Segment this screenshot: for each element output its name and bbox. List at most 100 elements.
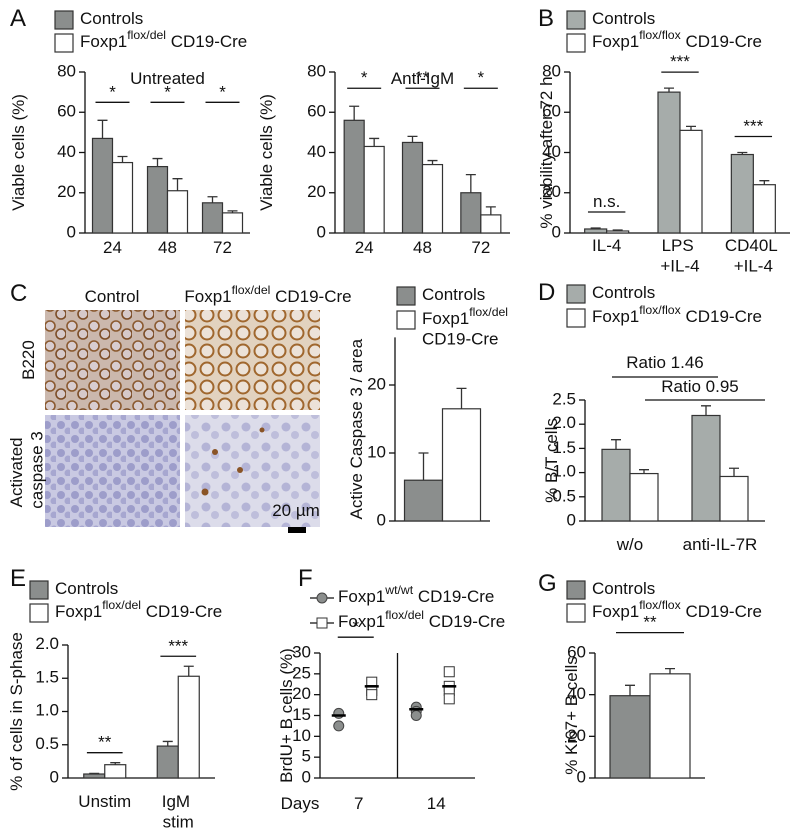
bar bbox=[91, 137, 114, 234]
point bbox=[333, 707, 345, 719]
legend-swatch bbox=[29, 603, 49, 623]
error-bar bbox=[97, 119, 108, 139]
legend-label: Controls bbox=[80, 9, 143, 28]
panel: A Untreated Viable cells (%) 0 20 40 60 80 Contr… bbox=[9, 5, 250, 257]
significance-label: * bbox=[352, 618, 359, 637]
chart-title: Anti-IgM bbox=[391, 69, 454, 88]
bar bbox=[609, 695, 651, 779]
point bbox=[443, 693, 455, 705]
legend-marker bbox=[316, 592, 328, 604]
y-tick-label: 20 bbox=[542, 182, 561, 201]
point bbox=[410, 710, 422, 721]
y-tick-label: 60 bbox=[542, 102, 561, 121]
bar bbox=[177, 675, 200, 779]
scale-bar bbox=[288, 527, 306, 533]
bar bbox=[606, 230, 630, 234]
bar bbox=[691, 414, 721, 522]
error-bar bbox=[407, 135, 418, 143]
panel-letter: B bbox=[538, 5, 554, 32]
point bbox=[366, 689, 378, 701]
y-axis-label: Active Caspase 3 / area bbox=[347, 338, 366, 519]
y-tick-label: 40 bbox=[57, 142, 76, 161]
bar bbox=[343, 119, 365, 234]
error-bar bbox=[418, 452, 429, 481]
y-tick-label: 60 bbox=[307, 102, 326, 121]
significance-label: n.s. bbox=[593, 192, 620, 211]
bar bbox=[363, 145, 385, 234]
significance-label: ** bbox=[98, 733, 112, 752]
y-tick-label: 80 bbox=[57, 61, 76, 80]
y-tick-label: 0 bbox=[552, 222, 561, 241]
bar bbox=[83, 773, 106, 779]
y-tick-label: 20 bbox=[567, 726, 586, 745]
legend-swatch bbox=[396, 310, 416, 330]
scale-bar-label: 20 µm bbox=[272, 501, 320, 520]
significance-label: * bbox=[478, 69, 485, 88]
y-tick-label: 20 bbox=[307, 182, 326, 201]
y-axis-label: % viability after 72 h bbox=[537, 76, 556, 228]
stain-spot bbox=[212, 449, 218, 455]
point bbox=[443, 666, 455, 678]
y-axis-label: % of cells in S-phase bbox=[7, 632, 26, 791]
legend-label: Foxp1flox/del CD19-Cre bbox=[80, 28, 247, 51]
ratio-label: Ratio 0.95 bbox=[661, 377, 739, 396]
legend-swatch bbox=[566, 580, 586, 600]
significance-label: * bbox=[361, 69, 368, 88]
error-bar bbox=[456, 387, 467, 409]
significance-label: * bbox=[219, 83, 226, 102]
y-tick-label: 2.0 bbox=[35, 634, 59, 653]
error-bar bbox=[590, 227, 601, 229]
legend-marker bbox=[316, 617, 328, 629]
bar bbox=[111, 161, 134, 234]
x-tick-label: 7 bbox=[354, 794, 363, 813]
error-bar bbox=[664, 87, 674, 93]
significance-label: ** bbox=[416, 69, 430, 88]
image-row-label: Activated caspase 3 bbox=[7, 431, 46, 509]
bar bbox=[649, 673, 691, 779]
y-tick-label: 15 bbox=[292, 705, 311, 724]
bar bbox=[401, 141, 424, 234]
legend-swatch bbox=[29, 580, 49, 600]
significance-label: *** bbox=[743, 117, 763, 136]
x-tick-label: anti-IL-7R bbox=[683, 535, 758, 554]
image-column-label: Control bbox=[85, 287, 140, 306]
y-tick-label: 0 bbox=[567, 510, 576, 529]
bar bbox=[460, 192, 482, 234]
ratio-annotations: Ratio 1.46 Ratio 0.95 bbox=[612, 353, 765, 401]
error-bar bbox=[207, 196, 218, 203]
legend-swatch bbox=[54, 10, 74, 30]
error-bar bbox=[612, 229, 623, 231]
x-tick-label: 24 bbox=[103, 238, 122, 257]
legend-label: Foxp1flox/flox CD19-Cre bbox=[592, 598, 762, 621]
x-tick-label: 48 bbox=[413, 238, 432, 257]
bar bbox=[104, 764, 127, 779]
error-bar bbox=[737, 151, 748, 155]
chart-title: Untreated bbox=[130, 69, 205, 88]
panel: Anti-IgM Viable cells (%) 0 20 40 60 80 24 48 72 *… bbox=[257, 61, 510, 257]
bar bbox=[752, 184, 776, 234]
y-tick-label: 0 bbox=[302, 767, 311, 786]
bar bbox=[221, 212, 244, 234]
legend-swatch bbox=[396, 286, 416, 306]
legend-swatch bbox=[54, 33, 74, 53]
y-tick-label: 10 bbox=[292, 726, 311, 745]
x-tick-label: IgM stim bbox=[162, 792, 195, 831]
micrographs: Control Foxp1flox/del CD19-Cre B220 Acti… bbox=[7, 283, 352, 533]
panel-letter: G bbox=[538, 570, 557, 597]
y-axis-label: % Ki67+ B cells bbox=[562, 656, 581, 775]
image-control-caspase bbox=[45, 415, 180, 527]
panel-letter: F bbox=[298, 565, 313, 592]
error-bar bbox=[162, 740, 173, 747]
panel: D % B/T cells 0 0.5 1.0 1.5 2.0 2.5 ControlsFoxp… bbox=[538, 279, 765, 554]
x-axis-label: Days bbox=[281, 794, 320, 813]
x-tick-label: 72 bbox=[471, 238, 490, 257]
y-tick-label: 80 bbox=[307, 61, 326, 80]
x-tick-label: Unstim bbox=[78, 792, 131, 811]
error-bar bbox=[729, 467, 739, 477]
image-row-label: B220 bbox=[19, 340, 38, 380]
legend-swatch bbox=[566, 284, 586, 304]
y-tick-label: 20 bbox=[292, 684, 311, 703]
